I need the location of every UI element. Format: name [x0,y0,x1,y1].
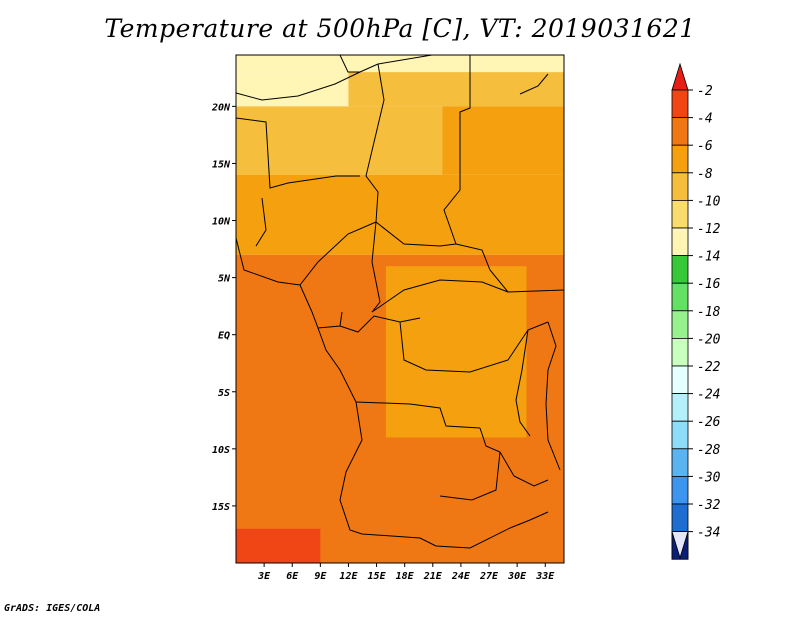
border-line [371,221,381,313]
colorbar-label: -22 [697,360,721,375]
border-line [236,117,360,189]
colorbar-bin [671,227,689,257]
border-line [317,327,357,403]
colorbar-bin [671,393,689,422]
y-tick-label: 20N [211,102,231,113]
y-tick-label: 15N [212,159,231,170]
border-line [236,63,379,101]
grads-credit: GrADS: IGES/COLA [4,603,101,614]
x-tick-label: 12E [339,571,358,582]
temperature-region [385,266,527,438]
y-tick-label: 10S [212,445,230,456]
colorbar-bin [671,89,689,119]
border-line [339,55,360,73]
y-tick-label: 5S [218,388,230,399]
y-tick-label: 15S [212,502,230,513]
border-line [255,197,267,247]
x-tick-label: 27E [479,571,499,582]
colorbar-label: -26 [697,415,721,430]
temperature-region [236,106,443,175]
colorbar-label: -24 [697,388,720,403]
colorbar-bin [671,282,689,312]
axes: 3E 6E 9E 12E 15E 18E 21E 24E 27E 30E 33E 20N 15N 10N 5… [211,102,555,582]
border-line [439,451,501,501]
colorbar-bin [671,503,689,533]
colorbar-bin [671,199,689,229]
colorbar-bin [671,420,689,450]
chart-title: Temperature at 500hPa [C], VT: 201903162… [104,14,696,43]
border-line [443,55,471,245]
border-line [236,237,301,286]
border-line [339,401,437,547]
colorbar-label: -28 [697,443,721,458]
border-line [519,73,549,95]
x-tick-label: 30E [507,571,527,582]
colorbar-bin [671,117,689,146]
colorbar-bin [671,475,689,505]
temperature-region [442,106,564,175]
colorbar-bin [671,144,689,174]
temperature-field [236,55,564,563]
x-tick-label: 15E [368,571,387,582]
colorbar-label: -2 [697,84,713,99]
x-tick-label: 24E [451,571,471,582]
colorbar-label: -18 [697,305,721,320]
country-borders [236,55,564,549]
x-tick-label: 21E [423,571,443,582]
border-line [377,55,433,65]
x-tick-label: 18E [396,571,415,582]
colorbar-bin [671,172,689,201]
x-tick-label: 33E [535,571,555,582]
plot-frame [235,54,565,564]
colorbar-label: -12 [697,222,721,237]
colorbar-label: -10 [697,194,721,209]
colorbar-bin [671,365,689,395]
colorbar-bin [671,255,689,284]
border-line [479,427,549,487]
colorbar-bin [671,448,689,477]
temperature-region [348,72,564,107]
border-line [339,315,421,333]
border-line [515,329,531,437]
colorbar-label: -16 [697,277,721,292]
colorbar-label: -20 [697,332,721,347]
border-line [435,511,549,549]
border-line [355,401,481,429]
temperature-region [236,72,349,107]
temperature-region [236,55,564,73]
colorbar: -2 -4 -6 -8 -10 -12 -14 -16 -18 -20 -22 -24 -26 -28 -3… [671,62,721,560]
colorbar-label: -32 [697,498,721,513]
colorbar-label: -30 [697,470,721,485]
x-tick-label: 6E [286,571,299,582]
colorbar-bin [671,337,689,367]
y-tick-label: 5N [218,274,231,285]
border-line [371,279,509,313]
colorbar-label: -14 [697,250,720,265]
temperature-region [236,528,321,563]
colorbar-label: -34 [697,526,720,541]
colorbar-label: -6 [697,139,713,154]
x-tick-label: 3E [257,571,271,582]
colorbar-bin [671,310,689,339]
border-line [365,63,385,223]
colorbar-bottom-arrow [671,531,689,559]
colorbar-top-arrow [671,62,689,91]
border-line [455,243,564,293]
y-tick-label: EQ [218,331,230,342]
y-tick-label: 10N [212,217,231,228]
border-line [545,321,561,471]
colorbar-label: -8 [697,167,713,182]
x-tick-label: 9E [314,571,327,582]
temperature-region [236,174,564,255]
colorbar-label: -4 [697,112,713,127]
